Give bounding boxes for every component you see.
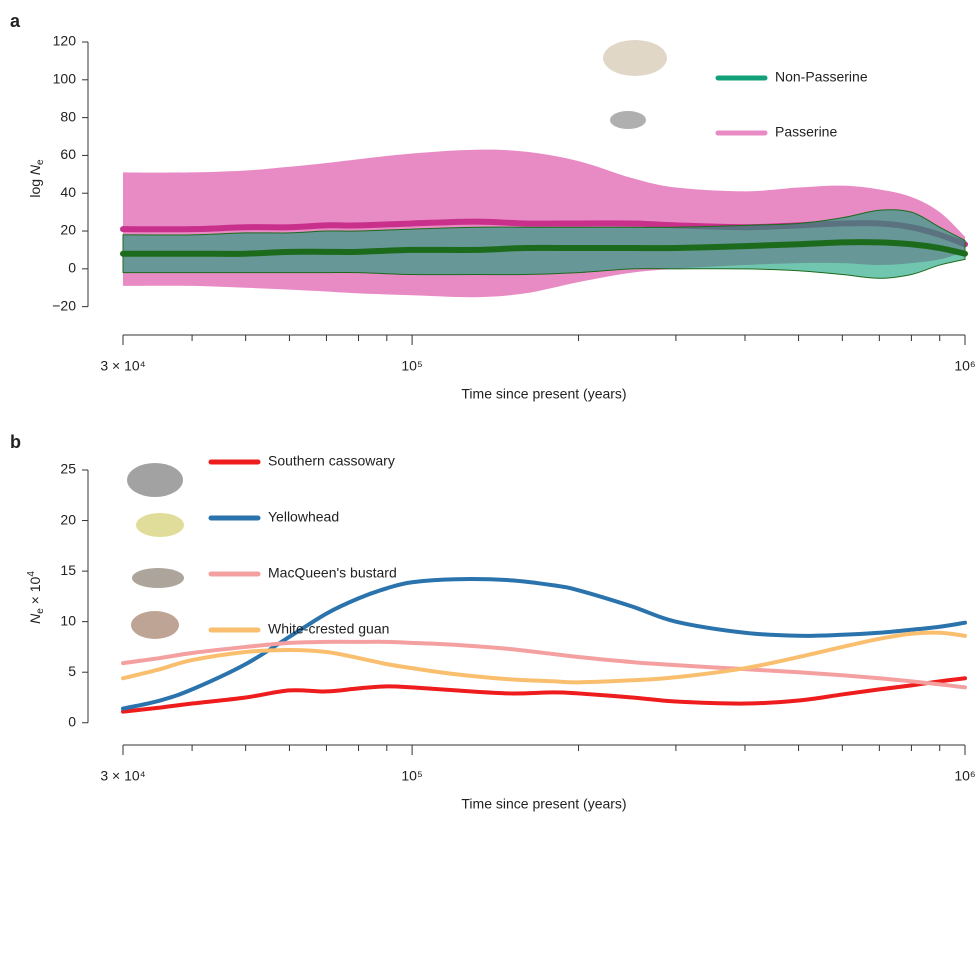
- panel-label: a: [10, 11, 21, 31]
- x-tick-label: 3 × 10⁴: [100, 358, 145, 374]
- y-tick-label: 40: [60, 184, 76, 200]
- bird-icons: [127, 40, 667, 639]
- legend-label: Yellowhead: [268, 509, 339, 525]
- y-tick-label: 0: [68, 713, 76, 729]
- legend-label: Passerine: [775, 124, 837, 140]
- y-tick-label: 5: [68, 663, 76, 679]
- series-line: [123, 579, 965, 709]
- y-tick-label: 10: [60, 612, 76, 628]
- y-tick-label: −20: [52, 297, 76, 313]
- x-axis-label: Time since present (years): [461, 796, 626, 812]
- y-tick-label: 15: [60, 562, 76, 578]
- legend-label: White-crested guan: [268, 621, 389, 637]
- legend-label: Non-Passerine: [775, 69, 868, 85]
- panel-label: b: [10, 432, 21, 452]
- y-tick-label: 120: [53, 33, 77, 49]
- y-tick-label: 0: [68, 260, 76, 276]
- x-tick-label: 10⁶: [954, 768, 975, 784]
- x-tick-label: 10⁵: [401, 358, 422, 374]
- y-tick-label: 100: [53, 71, 77, 87]
- figure: a−20020406080100120log Ne3 × 10⁴10⁵10⁶Ti…: [0, 0, 979, 975]
- y-axis-label: Ne × 104: [26, 571, 46, 624]
- y-tick-label: 60: [60, 146, 76, 162]
- x-tick-label: 10⁵: [401, 768, 422, 784]
- legend-label: MacQueen's bustard: [268, 565, 397, 581]
- y-axis-label-part: e: [35, 159, 46, 165]
- y-axis-label-part: log: [27, 175, 43, 198]
- y-axis-label-part: × 10: [27, 576, 43, 608]
- x-axis-label: Time since present (years): [461, 386, 626, 402]
- x-tick-label: 10⁶: [954, 358, 975, 374]
- y-axis-label-part: 4: [26, 571, 37, 577]
- y-tick-label: 20: [60, 511, 76, 527]
- y-tick-label: 80: [60, 108, 76, 124]
- y-tick-label: 25: [60, 461, 76, 477]
- x-tick-label: 3 × 10⁴: [100, 768, 145, 784]
- y-tick-label: 20: [60, 222, 76, 238]
- legend-label: Southern cassowary: [268, 453, 395, 469]
- y-axis-label: log Ne: [27, 159, 46, 198]
- series-line: [123, 678, 965, 711]
